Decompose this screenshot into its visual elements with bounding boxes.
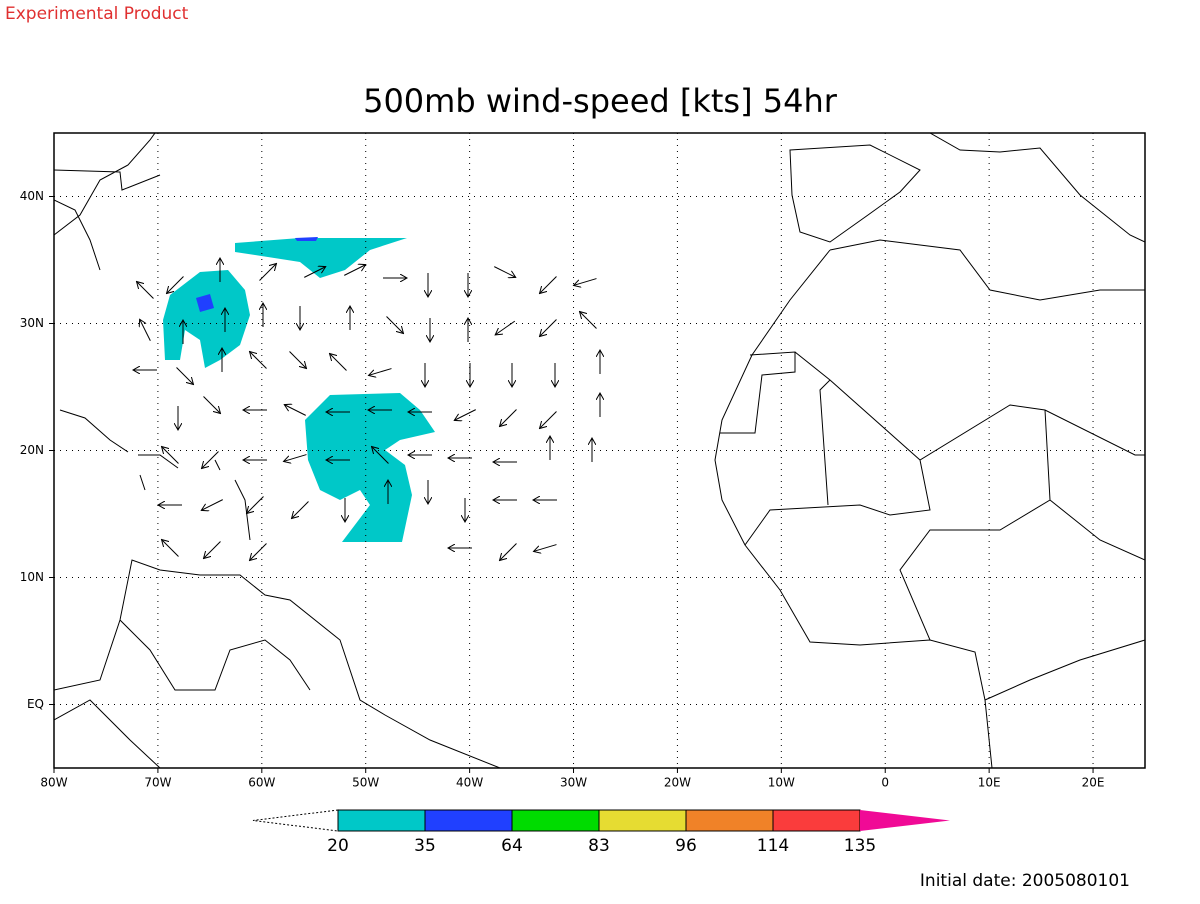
wind-vector [304,267,325,278]
wind-vector [580,312,597,329]
wind-vector [250,543,267,561]
wind-vector [250,352,267,369]
x-tick-label: 10W [768,776,795,790]
x-tick-label: 80W [40,776,67,790]
colorbar-label: 83 [588,836,610,856]
wind-vector [540,319,557,337]
wind-vector [167,276,184,294]
footer: Initial date: 2005080101 [920,871,1130,891]
y-tick-label: 10N [20,570,44,584]
wind-vector [137,282,154,299]
x-tick-label: 60W [248,776,275,790]
wind-vector [574,278,597,286]
colorbar-below [252,809,339,832]
wind-vector [162,540,179,557]
title: 500mb wind-speed [kts] 54hr [363,82,838,120]
x-tick-label: 70W [144,776,171,790]
wind-vector [247,496,264,514]
colorbar-label: 64 [501,836,523,856]
x-tick-label: 40W [456,776,483,790]
wind-shade [295,237,318,241]
colorbar-label: 35 [414,836,436,856]
wind-vector [289,351,307,369]
wind-vectors [133,258,600,560]
wind-vector [454,409,476,421]
colorbar-box [424,809,513,832]
wind-shade [196,294,214,312]
colorbar-box [511,809,600,832]
wind-vector [284,454,307,462]
wind-shade [305,393,435,542]
wind-vector [259,264,277,281]
wind-vector [494,266,515,278]
x-tick-label: 0 [881,776,889,790]
wind-vector [292,501,309,519]
wind-vector [162,447,179,464]
coastline [929,133,1145,243]
wind-vector [201,499,223,511]
x-tick-label: 30W [560,776,587,790]
wind-vector [500,409,517,427]
map-frame [53,132,1146,769]
y-tick-label: 40N [20,189,44,203]
y-tick-label: 30N [20,316,44,330]
colorbar-box [337,809,426,832]
colorbar-label: 114 [757,836,789,856]
coastline [789,144,921,243]
colorbar-box [598,809,687,832]
wind-shade [235,238,407,278]
wind-vector [204,541,221,559]
wind-vector [330,354,347,371]
y-tick-label: 20N [20,443,44,457]
coastline [54,133,161,271]
x-tick-label: 20E [1082,776,1105,790]
wind-vector [540,276,557,294]
colorbar-label: 135 [844,836,876,856]
colorbar-label: 20 [327,836,349,856]
wind-vector [369,368,392,376]
coastline [54,559,501,768]
colorbar-above [860,810,950,831]
x-tick-label: 10E [978,776,1001,790]
colorbar-label: 96 [675,836,697,856]
wind-vector [344,265,365,276]
map-layer [54,133,1145,768]
x-tick-label: 20W [664,776,691,790]
wind-vector [495,320,516,335]
wind-vector [202,451,219,469]
header: Experimental Product [5,4,189,24]
border [720,351,1145,701]
wind-vector [372,447,389,464]
coastline [714,239,1145,768]
wind-vector [386,316,404,334]
wind-shade [163,270,250,368]
wind-vector [534,544,557,552]
coastline [59,409,251,541]
wind-vector [176,367,194,385]
y-tick-label: EQ [27,697,44,711]
wind-vector [284,405,306,416]
x-tick-label: 50W [352,776,379,790]
colorbar-box [685,809,774,832]
wind-vector [500,543,517,561]
wind-vector [140,319,151,341]
wind-vector [540,411,557,429]
wind-vector [203,396,221,414]
colorbar-box [772,809,861,832]
